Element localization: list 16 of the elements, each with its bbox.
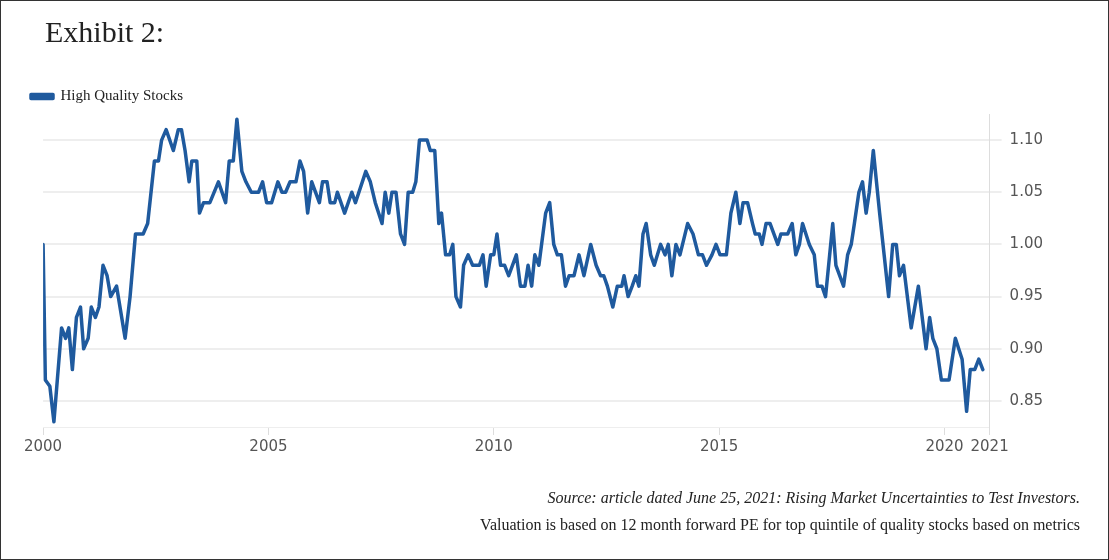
- x-tick-label: 2000: [23, 436, 63, 455]
- y-tick-label: 0.90: [1009, 338, 1044, 357]
- x-tick-label: 2021: [970, 436, 1009, 455]
- chart-title: Exhibit 2:: [45, 15, 165, 49]
- x-tick-label: 2005: [249, 436, 288, 455]
- y-tick-label: 1.05: [1009, 182, 1044, 201]
- y-tick-label: 0.85: [1009, 390, 1044, 409]
- text: Valuation is based on 12 month forward PE for top quintile of quality stocks based on metrics: [480, 516, 1080, 534]
- y-tick-label: 1.10: [1009, 129, 1044, 148]
- x-tick-label: 2015: [700, 436, 739, 455]
- source-note: Source: article dated June 25, 2021: Rising Market Uncertainties to Test Investors.: [547, 489, 1080, 507]
- x-tick-label: 2010: [474, 436, 513, 455]
- x-tick-label: 2020: [925, 436, 964, 455]
- y-tick-label: 0.95: [1009, 286, 1044, 305]
- y-tick-label: 1.00: [1009, 234, 1044, 253]
- legend-label: High Quality Stocks: [60, 87, 184, 104]
